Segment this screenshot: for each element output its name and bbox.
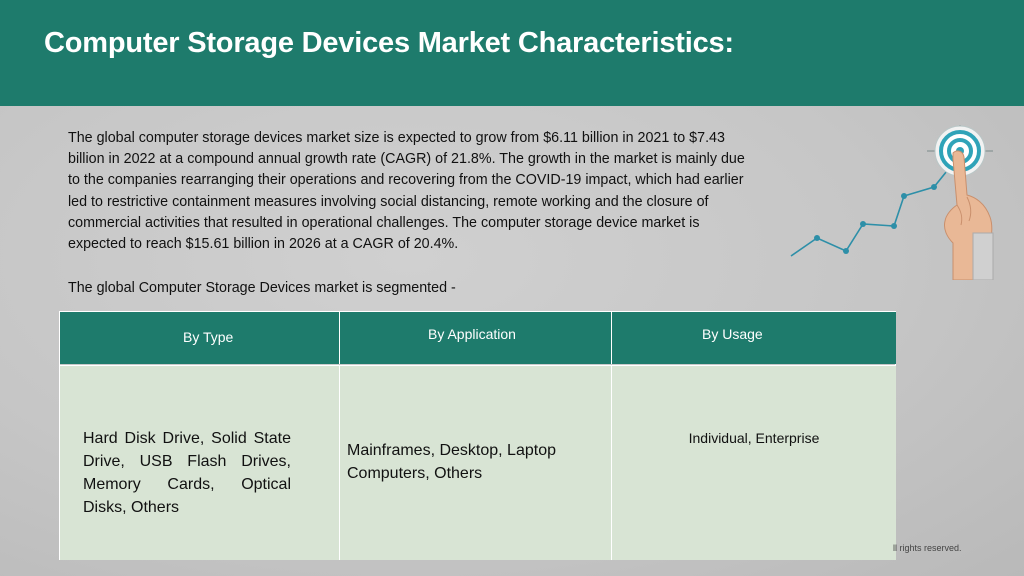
header-by-type: By Type <box>60 312 340 364</box>
segmentation-intro: The global Computer Storage Devices mark… <box>68 280 456 296</box>
header-label: By Application <box>428 326 516 342</box>
cell-usage-values: Individual, Enterprise <box>612 365 896 560</box>
target-hand-growth-chart-icon <box>785 125 1000 281</box>
cell-application-values: Mainframes, Desktop, Laptop Computers, O… <box>340 365 612 560</box>
cell-text: Mainframes, Desktop, Laptop Computers, O… <box>347 442 556 482</box>
market-description: The global computer storage devices mark… <box>68 130 745 253</box>
page-title: Computer Storage Devices Market Characte… <box>44 27 734 59</box>
cell-type-values: Hard Disk Drive, Solid State Drive, USB … <box>60 365 340 560</box>
cell-text: Hard Disk Drive, Solid State Drive, USB … <box>83 430 291 516</box>
header-label: By Type <box>183 329 234 345</box>
header-by-usage: By Usage <box>612 312 896 364</box>
header-label: By Usage <box>702 326 763 342</box>
segmentation-table: By Type By Application By Usage Hard Dis… <box>59 311 896 560</box>
copyright-note: ll rights reserved. <box>893 543 962 553</box>
header-by-application: By Application <box>340 312 612 364</box>
cell-text: Individual, Enterprise <box>688 430 820 446</box>
title-bar: Computer Storage Devices Market Characte… <box>0 0 1024 106</box>
